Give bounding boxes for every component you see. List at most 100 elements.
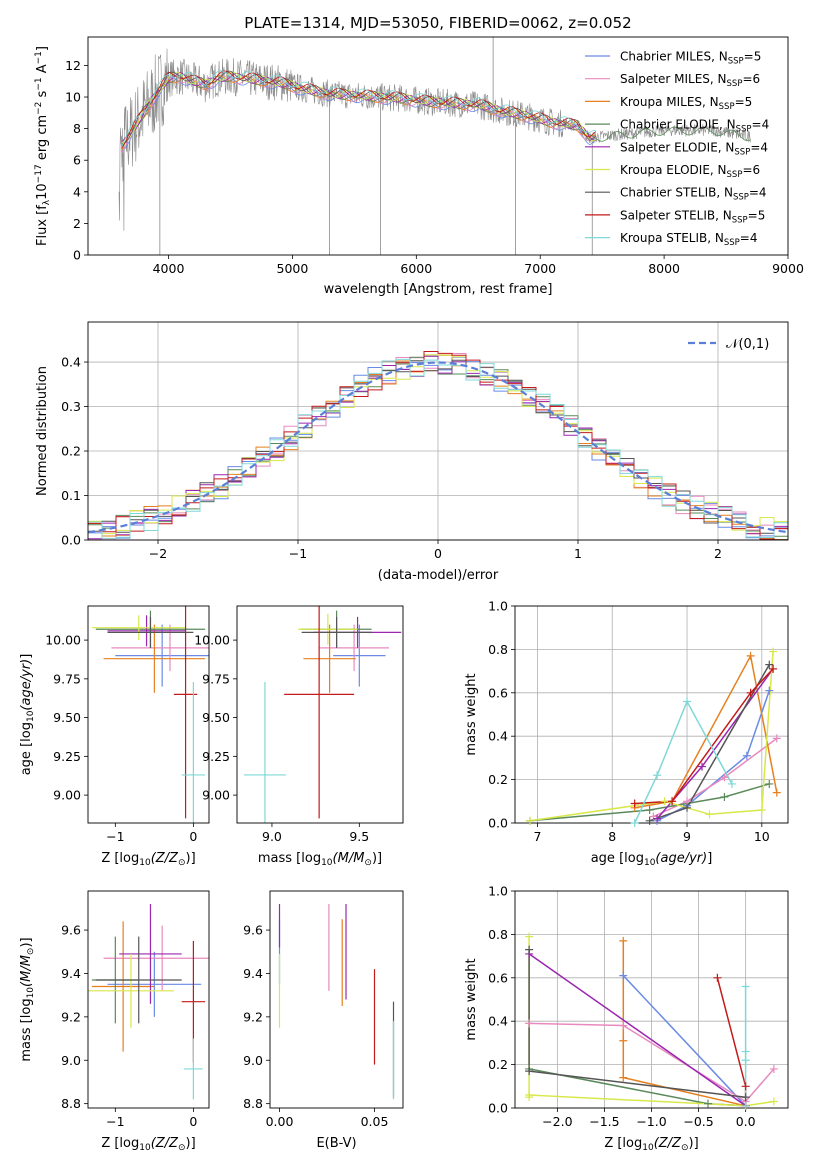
legend-label-main: Salpeter ELODIE, N: [620, 140, 734, 154]
plot-area: [118, 37, 751, 255]
x-tick-label: 4000: [153, 261, 185, 276]
y-tick-label: 0.0: [61, 533, 81, 548]
y-tick-label: 9.4: [243, 966, 263, 981]
mass-vs-metallicity-panel: −1 08.89.09.29.49.6Z [log10(Z/Z⊙)]mass [l…: [19, 890, 210, 1153]
x-tick-label: 7: [533, 829, 541, 844]
y-tick-label: 0.4: [488, 1014, 508, 1029]
x-axis-label-part: mass [log: [258, 851, 321, 866]
y-tick-label: 0.8: [488, 642, 508, 657]
y-tick-label: 9.75: [53, 671, 81, 686]
y-tick-label: 0.0: [488, 1101, 508, 1116]
massweight-marker: [697, 762, 706, 771]
legend-label-main: Salpeter STELIB, N: [620, 208, 732, 222]
massweight-marker: [653, 771, 662, 780]
massweight-marker: [746, 688, 755, 697]
x-tick-label: 0: [189, 829, 197, 844]
massweight-marker: [619, 971, 628, 980]
y-tick-label: 0.4: [61, 355, 81, 370]
massweight-marker: [741, 982, 750, 991]
x-tick-label: 9.0: [262, 829, 282, 844]
model-fit-line: [121, 70, 597, 148]
x-axis-label-part: )]: [186, 851, 196, 866]
legend-label-tail: =5: [744, 50, 762, 64]
y-axis-label-part: λ: [42, 199, 52, 205]
axes-frame: [514, 890, 789, 1109]
y-tick-label: 9.50: [53, 710, 81, 725]
x-axis-label-part: (Z/Z: [654, 1136, 682, 1151]
x-axis-label-part: 10: [139, 1143, 151, 1153]
massweight-marker: [525, 945, 534, 954]
plot-area: [529, 651, 778, 823]
legend-label-main: Salpeter MILES, N: [620, 72, 727, 86]
x-tick-label: 5000: [277, 261, 309, 276]
y-axis-label-part: erg cm: [35, 115, 50, 164]
x-axis-label: (data-model)/error: [378, 568, 499, 583]
massweight-marker: [742, 751, 751, 760]
massweight-marker: [746, 651, 755, 660]
massweight-marker: [619, 936, 628, 945]
x-tick-label: 0.05: [361, 1114, 389, 1129]
massweight-marker: [720, 773, 729, 782]
massweight-marker: [683, 697, 692, 706]
y-axis-label: Flux [fλ10−17 erg cm−2 s−1 A−1]: [34, 46, 52, 246]
massweight-marker: [720, 792, 729, 801]
x-tick-label: 9.5: [349, 829, 369, 844]
massweight-marker: [660, 797, 669, 806]
y-axis-label: mass weight: [464, 673, 479, 755]
legend-label-sub: SSP: [724, 238, 740, 248]
y-axis-label-part: mass weight: [464, 958, 479, 1040]
x-axis-label-part: (Z/Z: [151, 1136, 179, 1151]
y-axis-label-part: )]: [19, 937, 34, 947]
y-tick-label: 0.6: [488, 970, 508, 985]
y-axis-label: age [log10(age/yr)]: [19, 654, 36, 776]
legend-label-main: Chabrier MILES, N: [620, 50, 728, 64]
histogram-step: [88, 351, 788, 540]
y-tick-label: 1.0: [488, 884, 508, 899]
y-tick-label: 9.00: [53, 788, 81, 803]
massweight-marker: [772, 734, 781, 743]
y-tick-label: 9.6: [243, 923, 263, 938]
x-axis-label: Z [log10(Z/Z⊙)]: [101, 1136, 195, 1153]
y-tick-label: 9.0: [243, 1053, 263, 1068]
massweight-line: [528, 953, 747, 1107]
x-axis-label-part: age [log: [591, 851, 644, 866]
x-axis-label-part: ⊙: [364, 858, 372, 868]
massweight-marker: [705, 810, 714, 819]
y-tick-label: 8: [73, 121, 81, 136]
y-tick-label: 9.2: [243, 1009, 263, 1024]
massweight-marker: [772, 788, 781, 797]
y-tick-label: 9.00: [202, 788, 230, 803]
x-axis-label-part: 10: [139, 858, 151, 868]
y-tick-label: 6: [73, 153, 81, 168]
model-fit-line: [121, 72, 597, 144]
legend-label: Kroupa ELODIE, NSSP=6: [620, 163, 760, 180]
x-axis-label-part: )]: [689, 1136, 699, 1151]
legend-label-sub: SSP: [736, 125, 752, 135]
massweight-line: [634, 653, 778, 809]
x-axis-label-part: 10: [644, 858, 656, 868]
massweight-marker: [765, 686, 774, 695]
x-axis-label-part: 10: [321, 858, 333, 868]
legend-label-main: Kroupa STELIB, N: [620, 231, 724, 245]
y-tick-label: 9.75: [202, 671, 230, 686]
massweight-marker: [703, 1099, 712, 1108]
y-tick-label: 9.4: [61, 966, 81, 981]
y-tick-label: 0.3: [61, 399, 81, 414]
massweight-marker: [668, 797, 677, 806]
axes-frame: [236, 605, 404, 824]
x-tick-label: −2.0: [542, 1114, 572, 1129]
massweight-marker: [683, 803, 692, 812]
massweight-marker: [525, 816, 534, 825]
x-axis-label-part: 10: [642, 1143, 654, 1153]
legend-label-main: Kroupa ELODIE, N: [620, 163, 727, 177]
y-axis-label-part: A: [35, 64, 50, 77]
x-tick-label: −1: [106, 829, 124, 844]
normal-reference-curve: [88, 361, 788, 534]
y-tick-label: 2: [73, 216, 81, 231]
y-axis-label-part: s: [35, 90, 50, 101]
legend-label-sub: SSP: [727, 79, 743, 89]
massweight-marker: [741, 1093, 750, 1102]
y-tick-label: 9.2: [61, 1009, 81, 1024]
